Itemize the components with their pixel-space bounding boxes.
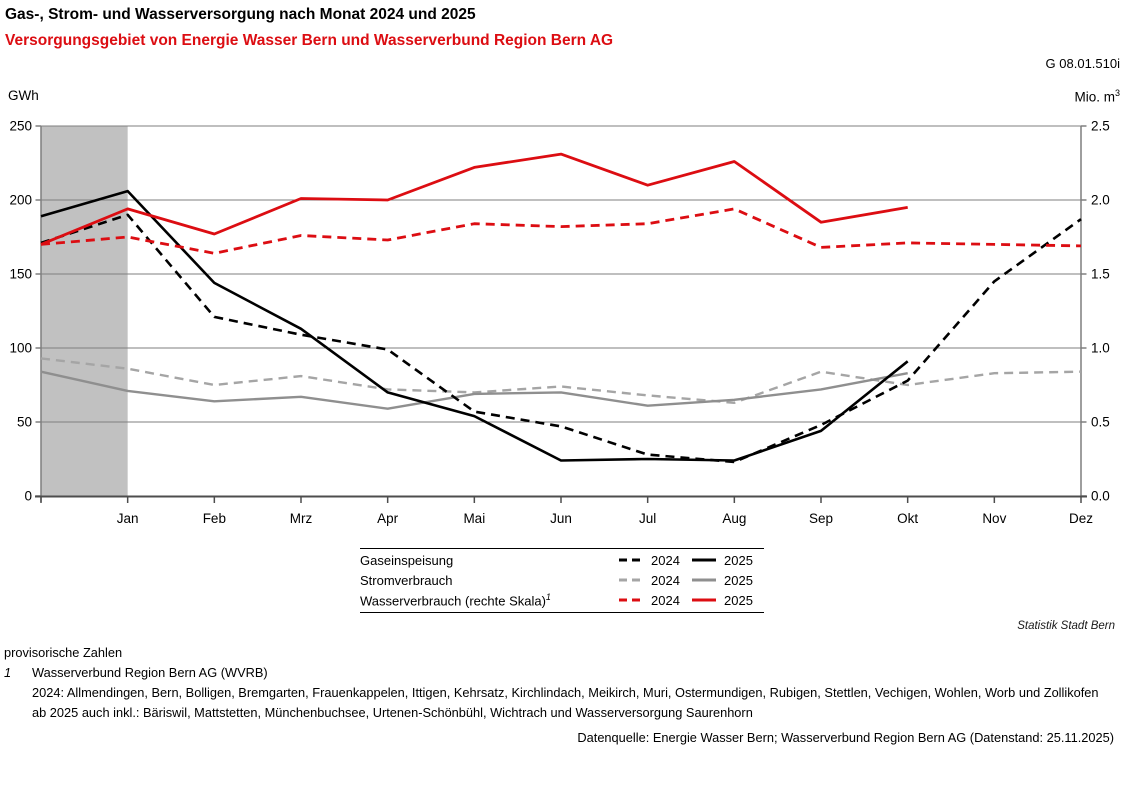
left-axis-tick-label: 100 xyxy=(9,341,32,356)
legend-label: Gaseinspeisung xyxy=(360,552,454,568)
legend-row-1: Stromverbrauch 2024 2025 xyxy=(360,570,764,590)
series-line-gaseinspeisung-2024 xyxy=(40,213,1082,464)
footnote-1: 1 Wasserverbund Region Bern AG (WVRB) xyxy=(4,665,268,680)
series-line-wasserverbrauch-2024 xyxy=(40,207,1082,255)
credit-text: Statistik Stadt Bern xyxy=(1017,620,1115,632)
figure-code: G 08.01.510i xyxy=(1045,56,1120,71)
x-axis-month-label: Mai xyxy=(463,511,485,526)
right-axis-tick-label: 1.0 xyxy=(1091,341,1110,356)
left-axis-unit: GWh xyxy=(8,88,39,103)
legend-year-solid: 2025 xyxy=(724,592,753,608)
right-axis-unit-base: Mio. m xyxy=(1074,89,1115,105)
left-axis-tick-label: 50 xyxy=(17,415,32,430)
right-axis-unit-exponent: 3 xyxy=(1114,88,1120,98)
x-axis-month-label: Aug xyxy=(722,511,746,526)
x-axis-month-label: Jan xyxy=(117,511,139,526)
x-axis-month-label: Dez xyxy=(1069,511,1093,526)
right-axis-tick-label: 2.5 xyxy=(1091,119,1110,134)
right-axis-tick-label: 0.5 xyxy=(1091,415,1110,430)
legend-row-0: Gaseinspeisung 2024 2025 xyxy=(360,550,764,570)
data-source: Datenquelle: Energie Wasser Bern; Wasser… xyxy=(577,730,1114,745)
x-axis-month-label: Nov xyxy=(982,511,1006,526)
series-line-stromverbrauch-2025 xyxy=(40,370,908,410)
page-title: Gas-, Strom- und Wasserversorgung nach M… xyxy=(5,6,476,23)
footnote-1-municipalities-2025: ab 2025 auch inkl.: Bäriswil, Mattstette… xyxy=(32,705,753,720)
legend-dashed-line-sample xyxy=(618,590,646,610)
legend-year-dashed: 2024 xyxy=(651,552,680,568)
series-line-wasserverbrauch-2025 xyxy=(40,152,908,246)
legend-label: Stromverbrauch xyxy=(360,572,453,588)
x-axis-month-label: Feb xyxy=(203,511,226,526)
right-axis-unit: Mio. m3 xyxy=(1074,88,1120,105)
legend-solid-line-sample xyxy=(691,550,719,570)
previous-month-highlight-band xyxy=(41,126,128,496)
left-axis-tick-label: 200 xyxy=(9,193,32,208)
footnote-1-marker: 1 xyxy=(4,665,12,680)
line-chart: 0 0.0 50 0.5 100 1.0 150 1.5 200 2.0 250 2.5 Jan Feb M… xyxy=(9,119,1110,527)
right-axis-tick-label: 1.5 xyxy=(1091,267,1110,282)
series-line-stromverbrauch-2024 xyxy=(40,357,1082,404)
x-axis-month-label: Mrz xyxy=(290,511,313,526)
x-axis-month-label: Sep xyxy=(809,511,833,526)
x-axis-month-label: Apr xyxy=(377,511,399,526)
legend-label-footnote-marker: 1 xyxy=(545,591,551,602)
legend-dashed-line-sample xyxy=(618,570,646,590)
legend-year-dashed: 2024 xyxy=(651,592,680,608)
footnote-provisional: provisorische Zahlen xyxy=(4,645,123,660)
left-axis-tick-label: 0 xyxy=(24,489,32,504)
x-axis-month-label: Jun xyxy=(550,511,572,526)
legend-label: Wasserverbrauch (rechte Skala)1 xyxy=(360,591,551,609)
legend-solid-line-sample xyxy=(691,570,719,590)
x-axis-month-label: Jul xyxy=(639,511,656,526)
legend-year-dashed: 2024 xyxy=(651,572,680,588)
chart-legend: Gaseinspeisung 2024 2025 Stromverbrauch 2024… xyxy=(360,548,764,613)
page-subtitle: Versorgungsgebiet von Energie Wasser Ber… xyxy=(5,32,614,49)
legend-dashed-line-sample xyxy=(618,550,646,570)
footnote-1-municipalities-2024: 2024: Allmendingen, Bern, Bolligen, Brem… xyxy=(32,685,1099,700)
legend-solid-line-sample xyxy=(691,590,719,610)
right-axis-tick-label: 2.0 xyxy=(1091,193,1110,208)
legend-row-2: Wasserverbrauch (rechte Skala)1 2024 2025 xyxy=(360,590,764,610)
left-axis-tick-label: 250 xyxy=(9,119,32,134)
right-axis-tick-label: 0.0 xyxy=(1091,489,1110,504)
legend-year-solid: 2025 xyxy=(724,572,753,588)
series-line-gaseinspeisung-2025 xyxy=(40,189,909,462)
x-axis-month-label: Okt xyxy=(897,511,918,526)
footnote-1-text: Wasserverbund Region Bern AG (WVRB) xyxy=(32,665,268,680)
legend-year-solid: 2025 xyxy=(724,552,753,568)
left-axis-tick-label: 150 xyxy=(9,267,32,282)
